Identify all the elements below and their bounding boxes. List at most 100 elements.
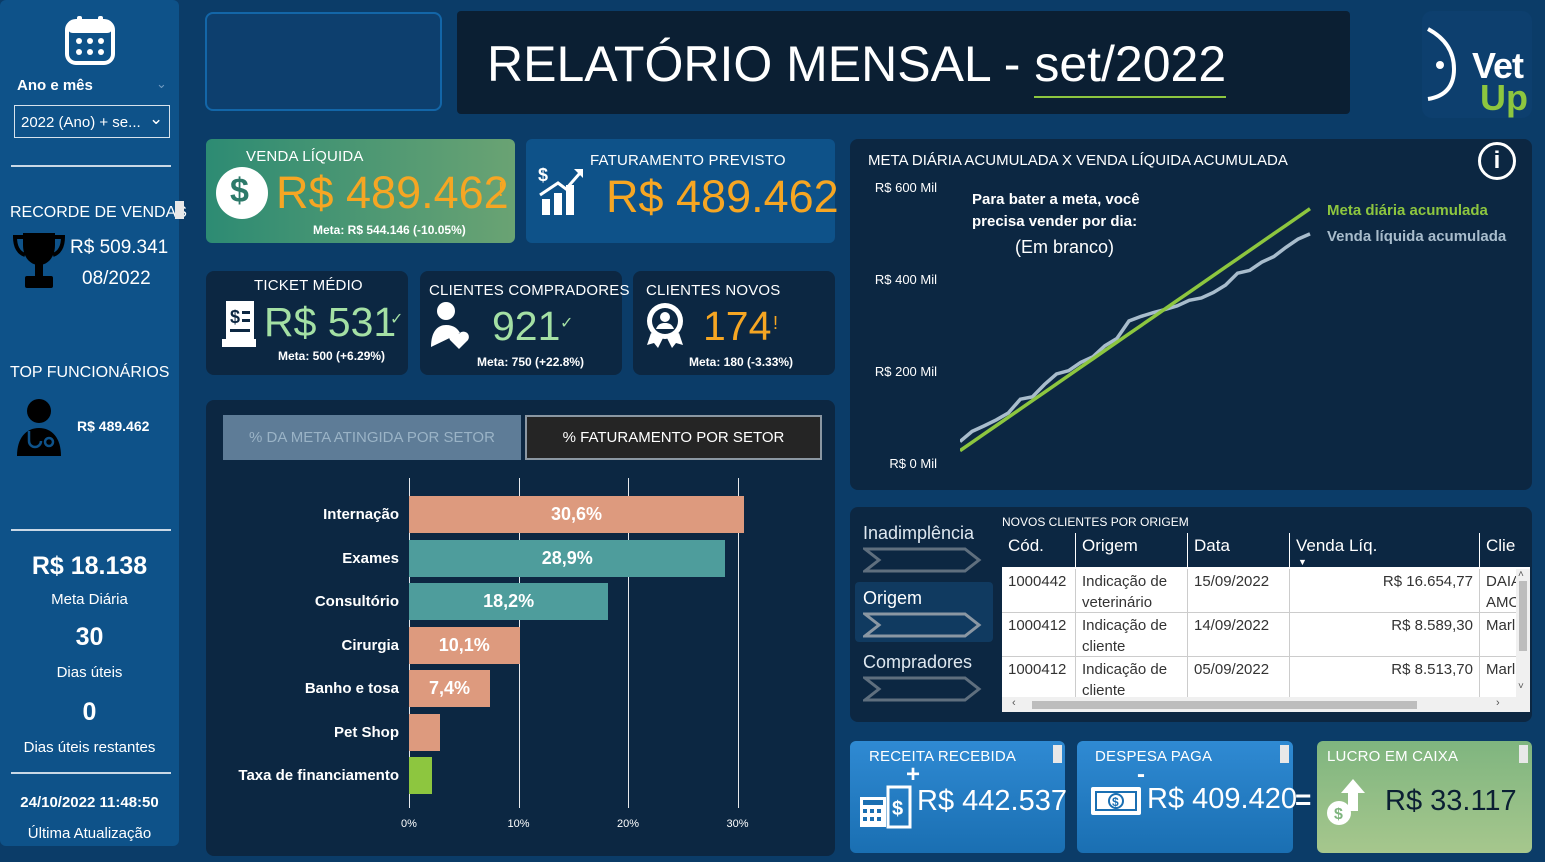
card-receita-value: R$ 442.537 [917, 785, 1067, 817]
horizontal-scrollbar[interactable]: ‹ › [1002, 697, 1530, 712]
bar[interactable]: 18,2% [409, 583, 609, 620]
bar[interactable] [409, 757, 432, 794]
kpi-venda-liquida-value: R$ 489.462 [276, 167, 509, 218]
growth-chart-icon: $ [536, 165, 586, 217]
bar[interactable]: 28,9% [409, 539, 726, 577]
bar[interactable] [409, 713, 440, 751]
calculator-money-icon: $ [860, 785, 912, 829]
record-title: RECORDE DE VENDAS [10, 204, 187, 221]
table-row[interactable]: 1000442 Indicação de veterinário 15/09/2022… [1002, 569, 1516, 613]
page-title-period: set/2022 [1034, 36, 1227, 98]
table-cell-cli: Marl [1486, 661, 1516, 678]
arrow-icon [863, 676, 982, 702]
divider [11, 165, 171, 167]
divider [11, 529, 171, 531]
divider [11, 772, 171, 774]
x-tick: 0% [401, 818, 417, 830]
col-data[interactable]: Data [1188, 533, 1290, 567]
y-tick: R$ 200 Mil [874, 364, 937, 379]
kpi-clientes-compradores-label: CLIENTES COMPRADORES [429, 282, 630, 299]
tab-meta-atingida[interactable]: % DA META ATINGIDA POR SETOR [223, 415, 521, 460]
bar-category-label: Cirurgia [341, 636, 399, 654]
period-dropdown-value: 2022 (Ano) + se... [21, 114, 141, 131]
bar[interactable]: 10,1% [409, 626, 520, 664]
scroll-right-icon[interactable]: › [1496, 697, 1500, 709]
badge-person-icon [643, 301, 687, 349]
y-tick: R$ 600 Mil [874, 180, 937, 195]
col-venda[interactable]: Venda Líq. [1290, 533, 1480, 567]
kpi-venda-liquida: VENDA LÍQUIDA $ R$ 489.462 ! Meta: R$ 54… [206, 139, 515, 243]
col-origem[interactable]: Origem [1076, 533, 1188, 567]
alert-icon: ! [773, 313, 779, 333]
legend-meta: Meta diária acumulada [1327, 202, 1488, 219]
nav-inadimplencia[interactable]: Inadimplência [863, 523, 993, 573]
tab-faturamento-setor[interactable]: % FATURAMENTO POR SETOR [525, 415, 822, 460]
vertical-scrollbar[interactable]: ˄ ˅ [1516, 569, 1530, 697]
venda-line[interactable] [960, 232, 1311, 443]
line-chart-plot [960, 207, 1311, 453]
scroll-left-icon[interactable]: ‹ [1012, 697, 1016, 709]
scroll-handle[interactable] [1280, 745, 1289, 763]
scroll-up-icon[interactable]: ˄ [1518, 569, 1524, 580]
nav-compradores-label: Compradores [863, 652, 973, 672]
y-axis: R$ 600 Mil R$ 400 Mil R$ 200 Mil R$ 0 Mi… [850, 179, 937, 479]
nav-origem[interactable]: Origem [855, 582, 993, 642]
card-receita-label: RECEITA RECEBIDA [869, 748, 1017, 765]
col-cliente[interactable]: Clie [1486, 536, 1516, 555]
logo-text-vet: Vet [1472, 45, 1524, 86]
top-employee-value: R$ 489.462 [77, 418, 150, 434]
scrollbar-thumb[interactable] [1032, 701, 1417, 709]
table-cell-cli: Marl [1486, 617, 1516, 634]
table-cell-venda: R$ 8.513,70 [1290, 657, 1480, 701]
sector-bar-chart: 0% 10% 20% 30% Internação 30,6% Exames 28,9% Con… [206, 400, 835, 856]
plus-sign: + [906, 761, 921, 788]
table-cell-data: 05/09/2022 [1188, 657, 1290, 701]
empty-header-box [205, 12, 442, 111]
info-icon[interactable]: i [1478, 142, 1516, 180]
goal-note-line3: (Em branco) [1015, 237, 1115, 257]
gridline [628, 478, 629, 808]
legend-venda: Venda líquida acumulada [1327, 228, 1507, 245]
work-days-value: 30 [75, 623, 104, 651]
last-update-label: Última Atualização [27, 825, 152, 842]
scroll-handle[interactable] [1519, 745, 1528, 763]
table-cell-cod: 1000412 [1002, 657, 1076, 701]
scroll-handle[interactable] [175, 201, 184, 219]
table-row[interactable]: 1000412 Indicação de cliente 14/09/2022 R$ 8… [1002, 613, 1516, 657]
table-cell-venda: R$ 8.589,30 [1290, 613, 1480, 657]
bar-data-label: 18,2% [483, 591, 535, 611]
table-cell-cod: 1000442 [1002, 569, 1076, 613]
kpi-ticket-medio-label: TICKET MÉDIO [254, 277, 363, 294]
arrow-icon [863, 612, 982, 638]
col-cod[interactable]: Cód. [1002, 533, 1076, 567]
sort-desc-icon[interactable]: ▼ [1298, 557, 1307, 567]
kpi-clientes-novos-meta: Meta: 180 (-3.33%) [689, 355, 794, 369]
meta-line[interactable] [960, 207, 1311, 453]
y-tick: R$ 0 Mil [889, 456, 937, 471]
scrollbar-thumb[interactable] [1519, 581, 1527, 651]
bar[interactable]: 30,6% [409, 496, 745, 533]
dropdown-chevron-icon[interactable]: ⌄ [149, 109, 164, 128]
top-employees-title: TOP FUNCIONÁRIOS [10, 364, 170, 381]
nav-compradores[interactable]: Compradores [863, 652, 993, 702]
card-lucro: LUCRO EM CAIXA $ R$ 33.117 [1317, 741, 1532, 853]
client-heart-icon [429, 301, 471, 351]
alert-icon: ! [498, 179, 504, 201]
chevron-down-icon[interactable]: ⌄ [156, 76, 167, 91]
table-cell-origem: Indicação de veterinário [1076, 569, 1188, 613]
sidebar: Ano e mês ⌄ 2022 (Ano) + se... ⌄ RECORDE… [0, 0, 187, 846]
logo-text-up: Up [1480, 77, 1528, 118]
scroll-handle[interactable] [1053, 745, 1062, 763]
header-title-box: RELATÓRIO MENSAL - set/2022 [457, 11, 1350, 114]
bar[interactable]: 7,4% [409, 670, 491, 707]
bar-category-label: Consultório [314, 593, 399, 610]
doctor-icon [15, 398, 63, 456]
period-dropdown[interactable]: 2022 (Ano) + se... ⌄ [14, 105, 170, 138]
kpi-ticket-medio-value: R$ 531 [264, 299, 397, 345]
table-title: NOVOS CLIENTES POR ORIGEM [1002, 515, 1189, 529]
bar-data-label: 7,4% [428, 678, 471, 698]
scroll-down-icon[interactable]: ˅ [1518, 681, 1524, 692]
table-row[interactable]: 1000412 Indicação de cliente 05/09/2022 R$ 8… [1002, 657, 1516, 701]
kpi-clientes-compradores: CLIENTES COMPRADORES 921 ✓ Meta: 750 (+2… [420, 271, 630, 375]
kpi-clientes-novos-value: 174 [703, 303, 772, 349]
